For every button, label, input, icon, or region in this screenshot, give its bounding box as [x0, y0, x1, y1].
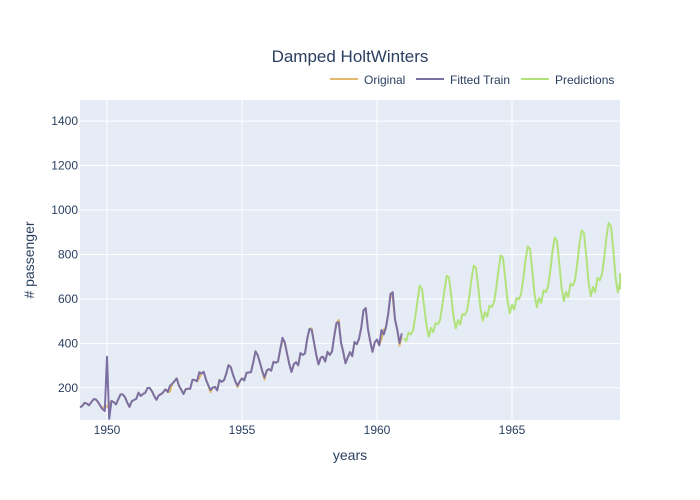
legend-item-predictions[interactable]: Predictions	[521, 73, 614, 87]
legend-label-original: Original	[364, 73, 405, 87]
x-tick-label: 1955	[229, 423, 256, 437]
x-tick-label: 1965	[499, 423, 526, 437]
y-tick-label: 200	[58, 381, 78, 395]
legend-label-fitted-train: Fitted Train	[450, 73, 510, 87]
legend-item-original[interactable]: Original	[330, 73, 405, 87]
grid	[80, 100, 620, 420]
y-axis-title: # passenger	[21, 221, 37, 298]
y-tick-label: 1000	[51, 203, 78, 217]
series-lines	[79, 221, 621, 420]
series-line-predictions	[403, 221, 621, 343]
legend: Original Fitted Train Predictions	[330, 73, 614, 87]
x-tick-label: 1950	[94, 423, 121, 437]
y-tick-label: 1200	[51, 159, 78, 173]
series-line-fitted-train	[79, 291, 403, 420]
y-tick-label: 1400	[51, 114, 78, 128]
tick-labels: 200 400 600 800 1000 1200 1400 1950 1955 1960 1965	[51, 114, 525, 437]
legend-item-fitted-train[interactable]: Fitted Train	[416, 73, 510, 87]
plot-background	[80, 100, 620, 420]
x-axis-title: years	[333, 447, 367, 463]
y-tick-label: 600	[58, 292, 78, 306]
x-tick-label: 1960	[364, 423, 391, 437]
chart-title: Damped HoltWinters	[272, 47, 429, 66]
y-tick-label: 800	[58, 247, 78, 261]
y-tick-label: 400	[58, 336, 78, 350]
legend-label-predictions: Predictions	[555, 73, 614, 87]
